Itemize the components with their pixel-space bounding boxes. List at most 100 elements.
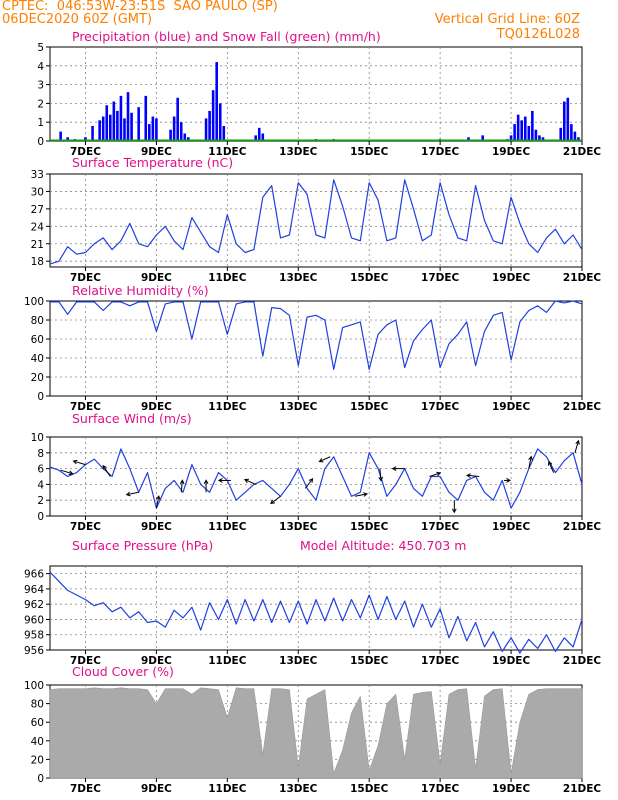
precip-bar [541, 137, 545, 141]
wind-vector [467, 474, 480, 477]
panel-frame [49, 173, 583, 268]
x-tick-label: 11DEC [208, 783, 247, 795]
wind-vector [102, 465, 111, 477]
wind-vector-head [528, 455, 533, 461]
y-tick-label: 5 [37, 42, 44, 54]
wind-vector [319, 456, 331, 463]
x-tick-label: 19DEC [492, 783, 531, 795]
x-tick-label: 11DEC [208, 146, 247, 158]
series-line [49, 571, 583, 654]
x-tick-label: 17DEC [421, 521, 460, 533]
precip-bar [559, 127, 563, 141]
wind-vector-head [575, 439, 580, 445]
wind-vector [304, 478, 313, 489]
y-tick-label: 966 [24, 569, 44, 581]
wind-vector [528, 456, 532, 469]
y-tick-label: 0 [37, 511, 44, 523]
precip-bar [467, 137, 470, 141]
precip-bar [211, 90, 215, 141]
x-tick-label: 21DEC [563, 783, 602, 795]
x-tick-label: 13DEC [279, 146, 318, 158]
x-tick-label: 15DEC [350, 521, 389, 533]
panel-annotation: Model Altitude: 450.703 m [300, 538, 466, 553]
x-tick-label: 7DEC [70, 401, 101, 413]
precip-bar [84, 137, 87, 141]
x-tick-label: 11DEC [208, 401, 247, 413]
precip-bar [208, 110, 211, 141]
x-tick-label: 19DEC [492, 146, 531, 158]
x-tick-label: 13DEC [279, 521, 318, 533]
panel-title: Surface Wind (m/s) [72, 411, 192, 426]
x-tick-label: 9DEC [141, 146, 172, 158]
y-tick-label: 21 [31, 239, 44, 251]
precip-bar [144, 95, 148, 141]
x-tick-label: 15DEC [350, 655, 389, 667]
wind-vector-head [125, 491, 131, 497]
y-tick-label: 6 [37, 464, 44, 476]
precip-bar [148, 124, 151, 141]
header-code: TQ0126L028 [496, 27, 580, 42]
precip-bar [513, 124, 516, 141]
y-tick-label: 27 [31, 204, 44, 216]
y-tick-label: 3 [37, 80, 44, 92]
x-tick-label: 21DEC [563, 272, 602, 284]
panel-frame [49, 46, 583, 142]
precip-bar [116, 110, 119, 141]
precip-bar [520, 120, 524, 141]
x-tick-label: 19DEC [492, 655, 531, 667]
y-tick-label: 956 [24, 645, 44, 657]
x-tick-label: 7DEC [70, 146, 101, 158]
precip-bar [261, 133, 265, 141]
wind-vector-head [102, 464, 107, 470]
x-tick-label: 15DEC [350, 272, 389, 284]
x-tick-label: 7DEC [70, 655, 101, 667]
precip-bar [98, 120, 101, 141]
x-tick-label: 17DEC [421, 272, 460, 284]
precip-bar [126, 92, 130, 141]
x-tick-label: 9DEC [141, 521, 172, 533]
x-tick-label: 13DEC [279, 655, 318, 667]
y-tick-label: 18 [31, 256, 44, 268]
y-tick-label: 2 [37, 495, 44, 507]
x-tick-label: 21DEC [563, 521, 602, 533]
wind-vector-head [72, 459, 78, 465]
y-tick-label: 0 [37, 391, 44, 403]
x-tick-label: 11DEC [208, 655, 247, 667]
wind-vector-head [391, 466, 397, 471]
wind-vector-head [506, 478, 512, 483]
x-tick-label: 15DEC [350, 401, 389, 413]
precip-bar [187, 137, 190, 141]
precip-bar [509, 135, 513, 141]
x-tick-label: 17DEC [421, 655, 460, 667]
precip-bar [119, 95, 123, 141]
wind-vector-head [436, 471, 442, 477]
y-tick-label: 0 [37, 136, 44, 148]
y-tick-label: 20 [31, 372, 44, 384]
y-tick-label: 958 [24, 630, 44, 642]
wind-vector [548, 461, 555, 473]
wind-vector-head [308, 477, 314, 483]
y-tick-label: 962 [24, 599, 44, 611]
wind-vector-head [466, 473, 471, 479]
panel-title: Cloud Cover (%) [72, 664, 174, 679]
x-tick-label: 17DEC [421, 146, 460, 158]
y-tick-label: 1 [37, 117, 44, 129]
wind-vector [155, 496, 160, 509]
series-line [49, 448, 583, 509]
precip-bar [183, 133, 187, 141]
x-tick-label: 13DEC [279, 401, 318, 413]
precip-bar [577, 137, 580, 141]
x-tick-label: 17DEC [421, 783, 460, 795]
wind-vector-head [155, 495, 161, 501]
precip-bar [523, 116, 527, 141]
panel-frame [49, 300, 583, 397]
wind-vector-head [179, 479, 185, 485]
precip-bar [137, 107, 140, 141]
x-tick-label: 9DEC [141, 401, 172, 413]
wind-vector-head [217, 478, 223, 483]
wind-vector [354, 493, 368, 497]
panel-title: Surface Pressure (hPa) [72, 538, 213, 553]
x-tick-label: 19DEC [492, 401, 531, 413]
precip-bar [176, 97, 179, 141]
y-tick-label: 4 [37, 479, 44, 491]
